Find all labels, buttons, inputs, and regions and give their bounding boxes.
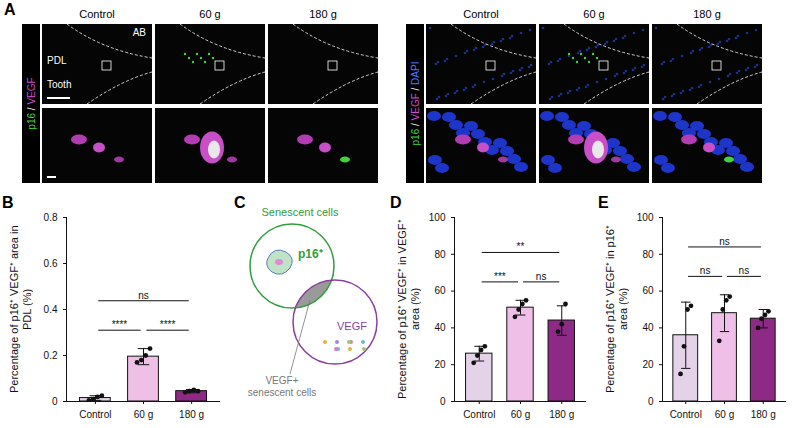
svg-text:AB: AB bbox=[133, 27, 147, 38]
svg-text:0: 0 bbox=[648, 396, 654, 407]
svg-text:60: 60 bbox=[642, 285, 654, 296]
svg-text:p16 / VEGF: p16 / VEGF bbox=[26, 77, 37, 129]
svg-text:p16⁺: p16⁺ bbox=[298, 247, 323, 261]
svg-text:0.6: 0.6 bbox=[44, 258, 58, 269]
svg-text:VEGF: VEGF bbox=[337, 320, 367, 332]
svg-text:***: *** bbox=[494, 271, 506, 282]
svg-text:**: ** bbox=[517, 241, 525, 252]
svg-text:0.2: 0.2 bbox=[44, 350, 58, 361]
svg-text:Control: Control bbox=[463, 8, 498, 20]
svg-text:B: B bbox=[2, 194, 14, 211]
svg-text:ns: ns bbox=[536, 271, 547, 282]
svg-text:0.4: 0.4 bbox=[44, 304, 58, 315]
svg-text:40: 40 bbox=[434, 322, 446, 333]
svg-text:****: **** bbox=[160, 319, 176, 330]
svg-text:60: 60 bbox=[434, 285, 446, 296]
html-text:Percentage of p16⁺ VEGF⁺ in VE: Percentage of p16⁺ VEGF⁺ in VEGF⁺ area (… bbox=[396, 219, 421, 399]
svg-text:Senescent cells: Senescent cells bbox=[261, 206, 339, 218]
svg-text:20: 20 bbox=[434, 359, 446, 370]
svg-text:60 g: 60 g bbox=[199, 8, 220, 20]
svg-text:VEGF+: VEGF+ bbox=[265, 375, 298, 386]
svg-text:Tooth: Tooth bbox=[47, 79, 71, 90]
svg-text:180 g: 180 g bbox=[309, 8, 337, 20]
svg-text:100: 100 bbox=[429, 212, 446, 223]
svg-text:ns: ns bbox=[700, 265, 711, 276]
svg-text:Control: Control bbox=[670, 409, 702, 420]
svg-text:180 g: 180 g bbox=[179, 409, 204, 420]
svg-text:0: 0 bbox=[440, 396, 446, 407]
html-text:Percentage of p16⁺ VEGF⁺ area: Percentage of p16⁺ VEGF⁺ area in PDL (%) bbox=[8, 225, 33, 393]
svg-text:80: 80 bbox=[434, 249, 446, 260]
svg-text:p16 / VEGF / DAPI: p16 / VEGF / DAPI bbox=[410, 62, 421, 146]
svg-text:ns: ns bbox=[739, 265, 750, 276]
svg-text:ns: ns bbox=[138, 290, 149, 301]
svg-text:****: **** bbox=[112, 319, 128, 330]
svg-text:senescent cells: senescent cells bbox=[248, 387, 316, 398]
svg-text:60 g: 60 g bbox=[134, 409, 153, 420]
svg-text:PDL: PDL bbox=[47, 55, 67, 66]
svg-text:180 g: 180 g bbox=[693, 8, 721, 20]
svg-text:40: 40 bbox=[642, 322, 654, 333]
svg-text:Control: Control bbox=[463, 409, 495, 420]
svg-text:A: A bbox=[4, 1, 16, 18]
html-text:Percentage of p16⁺ VEGF⁺ in p1: Percentage of p16⁺ VEGF⁺ in p16⁺ area (%… bbox=[604, 225, 629, 393]
svg-text:60 g: 60 g bbox=[583, 8, 604, 20]
svg-text:60 g: 60 g bbox=[511, 409, 530, 420]
svg-text:80: 80 bbox=[642, 249, 654, 260]
svg-text:180 g: 180 g bbox=[549, 409, 574, 420]
svg-text:60 g: 60 g bbox=[715, 409, 734, 420]
svg-text:0: 0 bbox=[52, 396, 58, 407]
svg-text:Control: Control bbox=[79, 8, 114, 20]
svg-text:100: 100 bbox=[637, 212, 654, 223]
svg-text:20: 20 bbox=[642, 359, 654, 370]
svg-text:0.8: 0.8 bbox=[44, 212, 58, 223]
svg-text:180 g: 180 g bbox=[751, 409, 776, 420]
svg-text:C: C bbox=[234, 194, 246, 211]
svg-text:D: D bbox=[390, 194, 402, 211]
svg-text:Control: Control bbox=[79, 409, 111, 420]
svg-text:ns: ns bbox=[719, 236, 730, 247]
svg-text:E: E bbox=[598, 194, 609, 211]
